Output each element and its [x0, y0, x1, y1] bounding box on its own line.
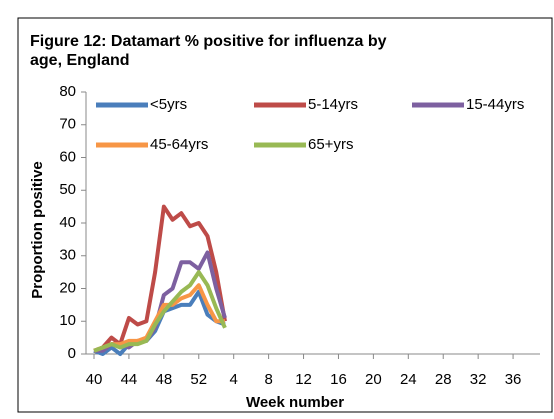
y-tick-label: 10 — [59, 312, 76, 329]
legend-label: 45-64yrs — [150, 136, 208, 153]
x-tick-label: 36 — [505, 371, 522, 388]
y-tick-label: 20 — [59, 279, 76, 296]
x-tick-label: 24 — [400, 371, 417, 388]
series-line — [93, 270, 227, 353]
x-axis-label: Week number — [246, 394, 344, 411]
series-line — [93, 204, 227, 353]
y-tick-label: 0 — [68, 345, 76, 362]
x-tick-label: 44 — [121, 371, 138, 388]
legend-label: 65+yrs — [308, 136, 353, 153]
x-tick-label: 28 — [435, 371, 452, 388]
x-tick-label: 40 — [86, 371, 103, 388]
y-tick-label: 80 — [59, 83, 76, 100]
x-tick-label: 16 — [330, 371, 347, 388]
y-tick-label: 60 — [59, 148, 76, 165]
x-tick-label: 4 — [230, 371, 238, 388]
y-tick-label: 30 — [59, 247, 76, 264]
x-tick-label: 52 — [190, 371, 207, 388]
x-tick-label: 20 — [365, 371, 382, 388]
y-tick-label: 50 — [59, 181, 76, 198]
chart-title: Figure 12: Datamart % positive for influ… — [30, 33, 387, 69]
y-tick-label: 40 — [59, 214, 76, 231]
x-tick-label: 8 — [264, 371, 272, 388]
title-line: age, England — [30, 52, 130, 69]
title-line: Figure 12: Datamart % positive for influ… — [30, 33, 387, 50]
legend-label: 15-44yrs — [466, 96, 524, 113]
legend-label: 5-14yrs — [308, 96, 358, 113]
y-tick-label: 70 — [59, 116, 76, 133]
x-tick-label: 32 — [470, 371, 487, 388]
x-tick-label: 48 — [156, 371, 173, 388]
x-tick-label: 12 — [295, 371, 312, 388]
y-axis-label: Proportion positive — [29, 161, 46, 299]
legend-label: <5yrs — [150, 96, 187, 113]
